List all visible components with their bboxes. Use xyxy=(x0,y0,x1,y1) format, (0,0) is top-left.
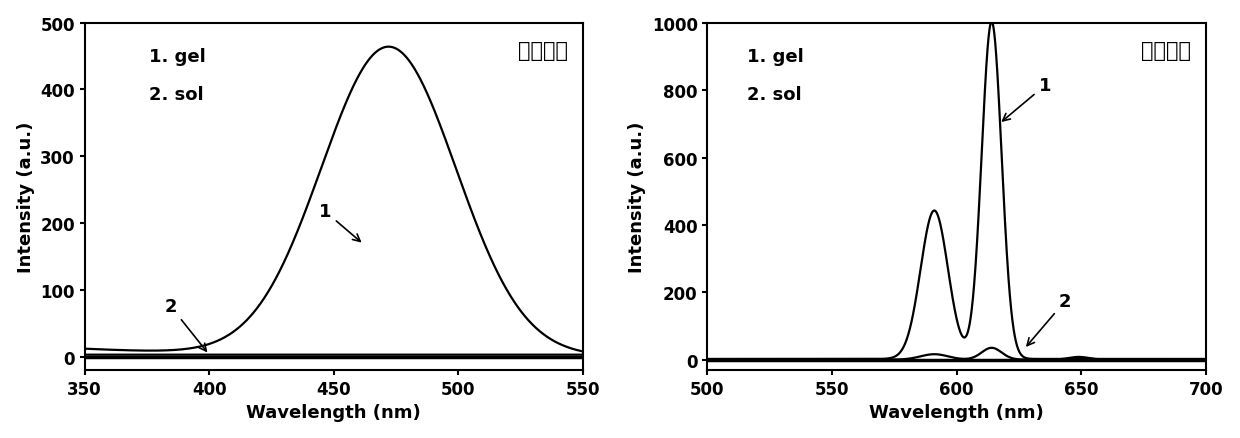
Text: 2: 2 xyxy=(1027,292,1071,346)
Text: 1. gel: 1. gel xyxy=(149,48,206,66)
Text: 2. sol: 2. sol xyxy=(748,86,802,104)
Text: 1. gel: 1. gel xyxy=(748,48,804,66)
Text: 发射光谱: 发射光谱 xyxy=(1141,41,1192,61)
Text: 2: 2 xyxy=(165,297,206,351)
Text: 激发光谱: 激发光谱 xyxy=(518,41,568,61)
Text: 1: 1 xyxy=(319,203,361,242)
Y-axis label: Intensity (a.u.): Intensity (a.u.) xyxy=(16,121,35,272)
Y-axis label: Intensity (a.u.): Intensity (a.u.) xyxy=(629,121,646,272)
Text: 1: 1 xyxy=(1003,77,1052,122)
X-axis label: Wavelength (nm): Wavelength (nm) xyxy=(247,403,422,421)
Text: 2. sol: 2. sol xyxy=(149,86,205,104)
X-axis label: Wavelength (nm): Wavelength (nm) xyxy=(869,403,1044,421)
